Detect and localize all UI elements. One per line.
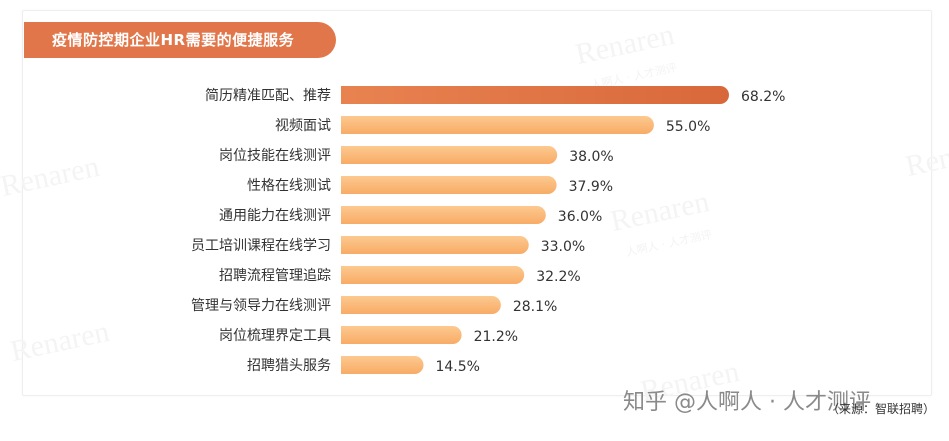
bar: [341, 266, 525, 284]
value-label: 28.1%: [513, 299, 557, 315]
category-label: 招聘猎头服务: [247, 358, 331, 374]
value-label: 37.9%: [569, 179, 613, 195]
category-label: 性格在线测试: [247, 178, 331, 194]
category-label: 视频面试: [275, 118, 331, 134]
chart-card: [22, 10, 932, 396]
bar: [341, 296, 501, 314]
value-label: 68.2%: [741, 89, 785, 105]
value-label: 33.0%: [541, 239, 585, 255]
bar: [341, 86, 729, 104]
category-label: 简历精准匹配、推荐: [205, 87, 331, 104]
category-label: 管理与领导力在线测评: [191, 298, 331, 314]
bar: [341, 116, 654, 134]
category-label: 通用能力在线测评: [219, 208, 331, 224]
value-label: 38.0%: [569, 149, 613, 165]
value-label: 32.2%: [536, 269, 580, 285]
bar: [341, 236, 529, 254]
value-label: 21.2%: [474, 329, 518, 345]
footer-source: （来源：智联招聘）: [827, 402, 936, 416]
category-label: 招聘流程管理追踪: [219, 268, 331, 284]
bar: [341, 356, 424, 374]
category-label: 员工培训课程在线学习: [191, 238, 331, 254]
category-label: 岗位技能在线测评: [219, 148, 331, 164]
value-label: 14.5%: [435, 359, 479, 375]
bar: [341, 326, 462, 344]
chart-title: 疫情防控期企业HR需要的便捷服务: [24, 22, 336, 58]
value-label: 55.0%: [666, 119, 710, 135]
value-label: 36.0%: [558, 209, 602, 225]
bar: [341, 146, 558, 164]
bar: [341, 176, 557, 194]
footer-brand: 知乎 @人啊人 · 人才测评: [623, 390, 871, 415]
category-label: 岗位梳理界定工具: [219, 328, 331, 344]
bar: [341, 206, 546, 224]
